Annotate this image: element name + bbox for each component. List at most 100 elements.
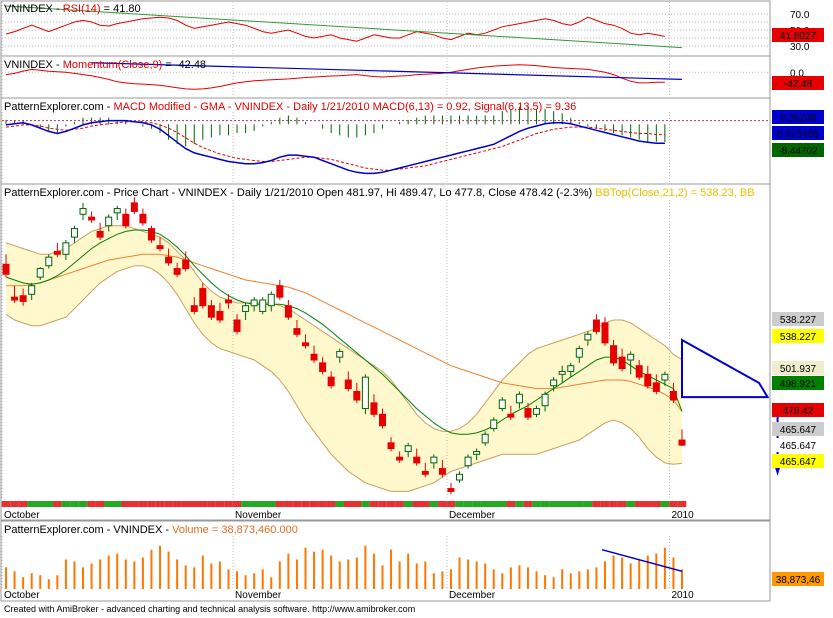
trend-strip-cell [284, 501, 293, 507]
candle-body [96, 230, 104, 238]
volume-value-label: 38,873,46 [776, 575, 821, 586]
candle-body [19, 295, 27, 302]
trend-strip-cell [575, 501, 584, 507]
candle-body [669, 390, 677, 401]
rsi-value-label-bg [772, 28, 824, 42]
price-value-label-bg [772, 403, 824, 417]
candle-body [53, 250, 61, 255]
trend-strip-cell [429, 501, 439, 507]
candle-body [336, 350, 344, 358]
bollinger-top-line [5, 225, 683, 432]
footer-credit: Created with AmiBroker - advanced charti… [4, 604, 416, 614]
trend-strip-cell [181, 501, 190, 507]
trend-strip-cell [652, 501, 661, 507]
price-value-label: 538.227 [780, 332, 817, 343]
candle-body [36, 268, 44, 278]
trend-strip-cell [172, 501, 182, 507]
trend-strip-cell [155, 501, 165, 507]
candle-body [267, 293, 275, 307]
candle-body [644, 373, 652, 387]
trend-strip-cell [369, 501, 379, 507]
candle-body [438, 468, 446, 475]
trend-strip-cell [61, 501, 71, 507]
trend-strip-cell [224, 501, 233, 507]
macd-value-label: 0.915466 [777, 129, 819, 140]
momentum-line [5, 64, 665, 90]
price-value-label: 478.42 [783, 406, 814, 417]
candle-body [584, 333, 592, 341]
candle-body [122, 213, 130, 227]
momentum-title: VNINDEX - Momentum(Close,9) = -42.48 [4, 59, 206, 71]
trend-strip-cell [489, 501, 499, 507]
candle-body [45, 256, 53, 267]
candle-body [481, 433, 489, 444]
trend-strip-cell [147, 501, 156, 507]
candle-body [199, 288, 207, 307]
candle-body [353, 390, 361, 401]
candle-body [387, 442, 395, 450]
candle-body [250, 299, 258, 307]
candle-body [396, 456, 404, 461]
trend-strip-cell [301, 501, 310, 507]
candle-body [361, 376, 369, 410]
candle-body [370, 402, 378, 415]
volume-title: PatternExplorer.com - VNINDEX - Volume =… [4, 524, 298, 536]
rsi-tick-label: 70.0 [790, 10, 810, 21]
price-value-label: 498.921 [780, 379, 817, 390]
trend-strip-cell [198, 501, 208, 507]
trend-strip-cell [617, 501, 627, 507]
trend-strip-cell [292, 501, 302, 507]
candle-body [2, 263, 10, 275]
trend-strip-cell [438, 501, 447, 507]
momentum-value-label-bg [772, 76, 824, 90]
macd-signal-line [5, 121, 665, 171]
candle-body [284, 305, 292, 318]
candle-body [661, 373, 669, 381]
trend-strip-cell [258, 501, 268, 507]
candle-body [575, 348, 583, 358]
price-value-label: 501.937 [780, 364, 817, 375]
trend-strip-cell [35, 501, 45, 507]
price-x-label: November [235, 510, 282, 521]
trend-strip-cell [361, 501, 370, 507]
candle-body [259, 299, 267, 312]
candle-body [105, 216, 113, 227]
candle-body [464, 456, 472, 467]
candle-body [379, 413, 387, 427]
candle-body [319, 362, 327, 372]
candle-body [421, 470, 429, 475]
macd-value-label: 9.36249 [780, 113, 817, 124]
macd-title: PatternExplorer.com - MACD Modified - GM… [4, 101, 576, 113]
trend-strip-cell [532, 501, 541, 507]
bollinger-bottom-line [5, 265, 683, 492]
trend-strip-cell [326, 501, 336, 507]
candle-body [173, 268, 181, 275]
rsi-value-label: 41.8027 [780, 31, 817, 42]
candle-body [233, 319, 241, 332]
trend-strip-cell [207, 501, 216, 507]
candle-body [156, 245, 164, 250]
price-title: PatternExplorer.com - Price Chart - VNIN… [4, 187, 755, 199]
trend-strip-cell [498, 501, 507, 507]
trend-strip-cell [412, 501, 422, 507]
candle-body [473, 450, 481, 455]
rsi-line [5, 16, 665, 42]
trend-strip-cell [540, 501, 550, 507]
candle-body [28, 285, 36, 295]
volume-trendline [601, 548, 683, 573]
price-value-label: 538.227 [780, 315, 817, 326]
trend-strip-cell [249, 501, 259, 507]
candle-body [490, 419, 498, 430]
volume-value-label-bg [772, 572, 824, 586]
price-value-label: 465.647 [780, 441, 817, 452]
candle-body [147, 228, 155, 241]
trend-strip-cell [515, 501, 524, 507]
trend-strip-cell [395, 501, 404, 507]
trend-strip-cell [643, 501, 653, 507]
trend-strip-cell [53, 501, 62, 507]
trend-strip-cell [87, 501, 96, 507]
price-x-label: October [4, 510, 40, 521]
price-value-label-bg [772, 329, 824, 343]
momentum-value-label: -42.48 [784, 79, 813, 90]
